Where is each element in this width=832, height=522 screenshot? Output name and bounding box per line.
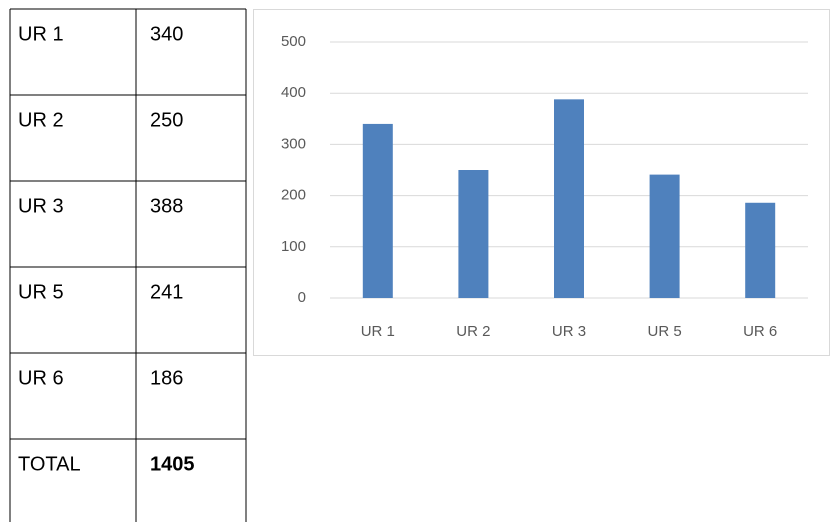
y-tick-label: 0 — [298, 289, 306, 306]
x-tick-label: UR 1 — [361, 323, 395, 340]
x-tick-label: UR 2 — [456, 323, 490, 340]
cell-value: 186 — [150, 367, 183, 389]
bar — [745, 202, 776, 298]
chart: 0 100 200 300 400 500 UR 1 UR 2 UR 3 UR 5 UR 6 — [281, 33, 808, 340]
y-tick-label: 300 — [281, 135, 306, 152]
cell-label: UR 6 — [18, 367, 64, 389]
cell-value: 1405 — [150, 453, 195, 475]
cell-label: UR 2 — [18, 109, 64, 131]
table: UR 1 340 UR 2 250 UR 3 388 UR 5 241 UR 6 186 TOTAL… — [9, 8, 247, 522]
cell-label: UR 1 — [18, 23, 64, 45]
cell-value: 250 — [150, 109, 183, 131]
x-tick-label: UR 6 — [743, 323, 777, 340]
y-tick-label: 100 — [281, 238, 306, 255]
cell-value: 340 — [150, 23, 183, 45]
x-tick-label: UR 5 — [648, 323, 682, 340]
chart-frame — [253, 9, 830, 356]
bar — [649, 174, 680, 298]
y-tick-label: 200 — [281, 187, 306, 204]
bar — [458, 170, 489, 298]
x-tick-label: UR 3 — [552, 323, 586, 340]
y-tick-label: 400 — [281, 84, 306, 101]
cell-label: UR 3 — [18, 195, 64, 217]
cell-label: UR 5 — [18, 281, 64, 303]
y-tick-label: 500 — [281, 33, 306, 50]
bar — [554, 99, 584, 299]
cell-value: 388 — [150, 195, 183, 217]
cell-label: TOTAL — [18, 453, 81, 475]
cell-value: 241 — [150, 281, 183, 303]
bar — [362, 123, 393, 298]
